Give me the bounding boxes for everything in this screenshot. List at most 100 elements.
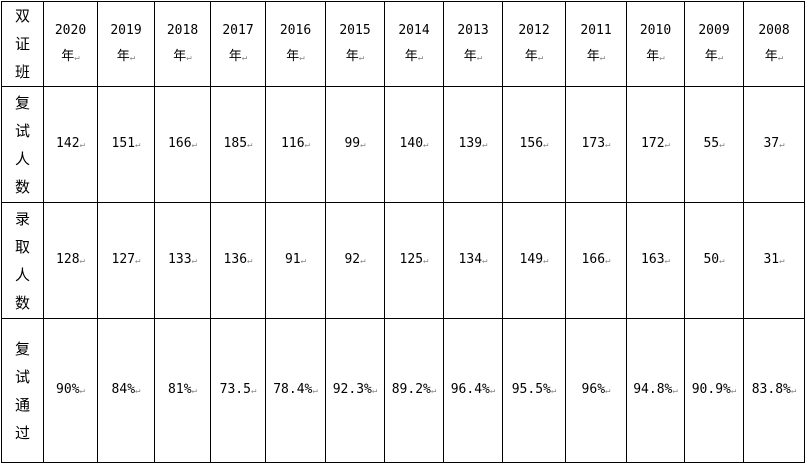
- paragraph-mark-icon: ↵: [719, 140, 725, 150]
- year-suffix-text: 年: [116, 48, 130, 64]
- data-cell: 151↵: [97, 86, 155, 203]
- data-cell: 37↵: [743, 86, 805, 203]
- paragraph-mark-icon: ↵: [186, 52, 192, 63]
- data-cell: 156↵: [502, 86, 566, 203]
- row-label: 复试人数: [1, 86, 44, 203]
- cell-value: 96%: [581, 382, 606, 397]
- paragraph-mark-icon: ↵: [135, 256, 141, 266]
- paragraph-mark-icon: ↵: [300, 256, 307, 266]
- cell-value: 133: [168, 252, 192, 267]
- year-suffix: 年↵: [685, 44, 743, 71]
- cell-value: 156: [519, 136, 544, 151]
- paragraph-mark-icon: ↵: [304, 140, 310, 150]
- year-header: 2018 年↵: [154, 1, 211, 87]
- label-char: 通: [14, 395, 30, 414]
- cell-value: 163: [641, 252, 665, 267]
- paragraph-mark-icon: ↵: [605, 140, 611, 150]
- paragraph-mark-icon: ↵: [790, 386, 797, 396]
- paragraph-mark-icon: ↵: [79, 386, 85, 396]
- year-value: 2019: [110, 22, 142, 38]
- cell-value: 81%: [168, 382, 192, 397]
- data-cell: 95.5%↵: [502, 318, 566, 463]
- year-suffix-text: 年: [764, 48, 778, 64]
- paragraph-mark-icon: ↵: [717, 52, 724, 63]
- paragraph-mark-icon: ↵: [672, 386, 678, 396]
- label-char: 人: [14, 265, 30, 284]
- paragraph-mark-icon: ↵: [664, 256, 670, 266]
- label-char: 双: [14, 7, 30, 25]
- year-value: 2012: [518, 22, 550, 38]
- paragraph-mark-icon: ↵: [312, 386, 318, 396]
- year-suffix-text: 年: [586, 48, 600, 64]
- year-value: 2010: [639, 22, 672, 38]
- paragraph-mark-icon: ↵: [191, 256, 197, 266]
- label-char: 人: [14, 149, 30, 168]
- cell-value: 139: [458, 136, 483, 151]
- paragraph-mark-icon: ↵: [605, 386, 611, 396]
- year-suffix-text: 年: [61, 48, 75, 64]
- label-char: 班: [14, 63, 30, 81]
- data-cell: 136↵: [210, 202, 266, 319]
- data-cell: 50↵: [684, 202, 744, 319]
- data-cell: 90%↵: [43, 318, 98, 463]
- paragraph-mark-icon: ↵: [779, 256, 785, 266]
- year-header: 2009 年↵: [684, 1, 744, 87]
- year-suffix-text: 年: [345, 48, 359, 64]
- cell-value: 128: [56, 252, 80, 267]
- paragraph-mark-icon: ↵: [358, 52, 365, 63]
- label-char: 取: [14, 237, 30, 256]
- data-cell: 94.8%↵: [626, 318, 685, 463]
- cell-value: 125: [399, 252, 424, 267]
- row-label: 录取人数: [1, 202, 44, 319]
- row-label: 复试通过: [1, 318, 44, 463]
- data-cell: 127↵: [97, 202, 155, 319]
- cell-value: 31: [763, 252, 780, 267]
- cell-value: 94.8%: [633, 382, 673, 397]
- paragraph-mark-icon: ↵: [543, 256, 549, 266]
- retest-count-row: 复试人数 142↵ 151↵ 166↵ 185↵ 116↵ 99↵ 140↵ 139↵ 156↵ 1…: [1, 86, 805, 203]
- paragraph-mark-icon: ↵: [360, 256, 366, 266]
- year-value: 2016: [279, 22, 312, 38]
- year-suffix: 年↵: [566, 44, 626, 71]
- paragraph-mark-icon: ↵: [777, 52, 784, 63]
- data-cell: 96.4%↵: [443, 318, 503, 463]
- year-header: 2012 年↵: [502, 1, 566, 87]
- paragraph-mark-icon: ↵: [79, 256, 85, 266]
- data-cell: 55↵: [684, 86, 744, 203]
- cell-value: 166: [581, 252, 606, 267]
- data-cell: 31↵: [743, 202, 805, 319]
- data-cell: 90.9%↵: [684, 318, 744, 463]
- data-cell: 84%↵: [97, 318, 155, 463]
- paragraph-mark-icon: ↵: [135, 386, 141, 396]
- label-char: 过: [14, 423, 30, 442]
- cell-value: 91: [284, 252, 301, 267]
- cell-value: 78.4%: [273, 382, 313, 397]
- paragraph-mark-icon: ↵: [476, 52, 483, 63]
- cell-value: 127: [111, 252, 136, 267]
- paragraph-mark-icon: ↵: [489, 386, 496, 396]
- year-value: 2015: [339, 22, 371, 38]
- data-cell: 140↵: [384, 86, 444, 203]
- data-cell: 133↵: [154, 202, 211, 319]
- paragraph-mark-icon: ↵: [719, 256, 725, 266]
- paragraph-mark-icon: ↵: [550, 386, 557, 396]
- data-cell: 73.5↵: [210, 318, 266, 463]
- label-char: 数: [14, 293, 30, 312]
- data-cell: 142↵: [43, 86, 98, 203]
- year-value: 2009: [698, 22, 730, 38]
- data-cell: 128↵: [43, 202, 98, 319]
- year-value: 2018: [166, 22, 199, 38]
- data-cell: 78.4%↵: [265, 318, 326, 463]
- paragraph-mark-icon: ↵: [74, 52, 80, 63]
- cell-value: 142: [56, 136, 80, 151]
- cell-value: 134: [458, 252, 483, 267]
- cell-value: 83.8%: [751, 382, 791, 397]
- label-char: 复: [14, 339, 30, 358]
- year-suffix: 年↵: [385, 44, 443, 71]
- cell-value: 140: [399, 136, 424, 151]
- paragraph-mark-icon: ↵: [605, 256, 611, 266]
- year-value: 2008: [758, 22, 790, 38]
- cell-value: 99: [344, 136, 361, 151]
- cell-value: 136: [223, 252, 248, 267]
